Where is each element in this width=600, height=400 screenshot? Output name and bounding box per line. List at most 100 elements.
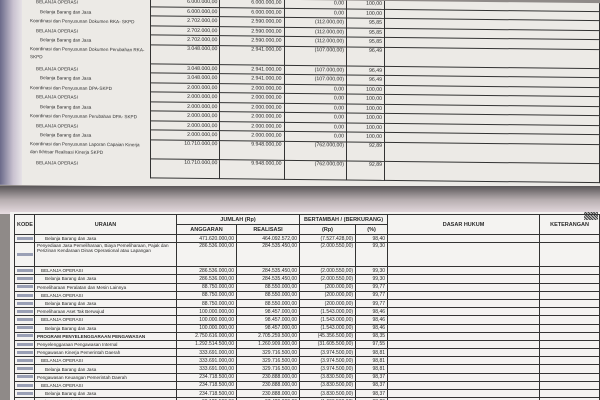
dasar-hukum-cell (387, 298, 541, 309)
row-label: Belanja Barang dan Jasa (40, 75, 92, 81)
percent-cell: 98,40 (355, 233, 389, 244)
anggaran-cell: 100.000.000,00 (176, 315, 237, 325)
code-text (17, 277, 33, 281)
table-row: Reviu Laporan Kinerja99.125.500,0097.429… (14, 397, 600, 400)
empty-cell (384, 46, 600, 69)
header-uraian: URAIAN (34, 214, 177, 235)
kode-cell (14, 282, 35, 292)
uraian-cell: Penyelenggaraan Pengawasan Internal (34, 339, 177, 350)
header-realisasi: REALISASI (235, 224, 301, 235)
row-label: Koordinasi dan Penyusunan Dokumen RKA- S… (30, 18, 135, 25)
table-row: BELANJA OPERASI 88.750.000,00 88.550.000,0… (14, 290, 600, 300)
dasar-hukum-cell (387, 307, 541, 317)
realisasi-cell: 88.550.000,00 (235, 298, 301, 309)
difference-cell: (7.527.428,00) (299, 233, 357, 244)
anggaran-cell: 234.718.500,00 (176, 388, 237, 399)
anggaran-cell: 286.536.000,00 (176, 274, 237, 284)
percent-cell: 99,30 (355, 242, 389, 268)
difference-cell: (1.543.000,00) (299, 323, 357, 333)
keterangan-cell (539, 380, 600, 391)
table-row: Belanja Barang dan Jasa 88.750.000,00 88.5… (14, 298, 600, 309)
dasar-hukum-cell (387, 339, 541, 350)
code-text (17, 318, 33, 322)
uraian-cell: Belanja Barang dan Jasa (34, 298, 177, 309)
realisasi-cell: 329.716.500,00 (235, 364, 301, 374)
percent-cell: 100,00 (346, 122, 385, 133)
uraian-cell: Penyediaan Jasa Pemeliharaan, Biaya Peme… (34, 242, 177, 268)
page-gap (0, 186, 600, 214)
kode-cell (14, 388, 35, 399)
bottom-document-page: KODE URAIAN JUMLAH (Rp) BERTAMBAH / (BER… (10, 212, 600, 400)
dasar-hukum-cell (387, 331, 541, 341)
percent-cell: 97,55 (355, 339, 389, 350)
percent-cell: 98,81 (355, 364, 389, 374)
difference-cell: (200.000,00) (299, 298, 357, 309)
realisasi-cell: 98.457.000,00 (235, 323, 301, 333)
table-row: Belanja Barang dan Jasa 471.620.000,00 464… (14, 233, 600, 244)
difference-cell: (31.605.500,00) (299, 339, 357, 350)
percent-cell: 100,00 (346, 131, 385, 142)
keterangan-cell (539, 298, 600, 309)
keterangan-cell (539, 339, 600, 350)
dasar-hukum-cell (387, 348, 541, 358)
percent-cell: 100,00 (346, 8, 385, 19)
keterangan-cell (539, 348, 600, 358)
difference-cell: (200.000,00) (299, 282, 357, 292)
code-text (17, 334, 33, 338)
kode-cell (14, 307, 35, 317)
difference-cell: (762.000,00) (284, 159, 347, 180)
uraian-cell: BELANJA OPERASI (34, 315, 177, 325)
header-rp: (Rp) (299, 224, 357, 235)
difference-cell: (3.974.500,00) (299, 348, 357, 358)
code-text (17, 268, 33, 272)
kode-cell (14, 339, 35, 350)
percent-cell: 100,00 (346, 112, 385, 123)
code-text (17, 326, 33, 330)
anggaran-cell: 286.536.000,00 (176, 266, 237, 276)
uraian-cell: Belanja Barang dan Jasa (34, 274, 177, 284)
percent-cell: 96,49 (346, 74, 385, 85)
difference-cell: (762.000,00) (284, 140, 347, 161)
table-row: Belanja Barang dan Jasa 333.691.000,00 329… (14, 364, 600, 374)
anggaran-cell: 1.292.514.500,00 (176, 339, 237, 350)
anggaran-cell: 286.536.000,00 (176, 242, 237, 268)
anggaran-cell: 10.710.000,00 (150, 158, 220, 179)
keterangan-cell (539, 364, 600, 374)
dasar-hukum-cell (387, 388, 541, 399)
realisasi-cell: 2.941.000,00 (219, 45, 284, 65)
realisasi-cell: 9.948.000,00 (219, 159, 284, 179)
difference-cell: (3.974.500,00) (299, 356, 357, 366)
keterangan-cell (539, 274, 600, 284)
code-text (17, 301, 33, 305)
difference-cell: (200.000,00) (299, 290, 357, 300)
uraian-cell: BELANJA OPERASI (34, 356, 177, 366)
table-row: BELANJA OPERASI 286.536.000,00 284.535.450… (14, 266, 600, 276)
difference-cell: (3.830.500,00) (299, 388, 357, 399)
dasar-hukum-cell (387, 282, 541, 292)
realisasi-cell: 230.888.000,00 (235, 388, 301, 399)
table-row: Pemeliharaan Peralatan dan Mesin Lainnya… (14, 282, 600, 292)
uraian-cell: PROGRAM PENYELENGGARAAN PENGAWASAN (34, 331, 177, 341)
percent-cell: 99,77 (355, 282, 389, 292)
percent-cell: 99,30 (355, 266, 389, 276)
table-row: Belanja Barang dan Jasa 234.718.500,00 230… (14, 388, 600, 399)
realisasi-cell: 329.716.500,00 (235, 356, 301, 366)
row-label: Koordinasi dan Penyusunan Perubahan DPA-… (30, 113, 137, 120)
percent-cell: 95,85 (346, 36, 385, 47)
realisasi-cell: 98.457.000,00 (235, 307, 301, 317)
percent-cell: 99,77 (355, 298, 389, 309)
dasar-hukum-cell (387, 290, 541, 300)
percent-cell: 98,37 (355, 372, 389, 382)
uraian-cell: Pengawasan Keuangan Pemerintah Daerah (34, 372, 177, 382)
code-text (17, 293, 33, 297)
percent-cell: 96,49 (346, 65, 385, 76)
budget-realization-table: KODE URAIAN JUMLAH (Rp) BERTAMBAH / (BER… (14, 214, 600, 400)
difference-cell: (3.830.500,00) (299, 380, 357, 391)
code-text (17, 359, 33, 363)
table-row: BELANJA OPERASI 100.000.000,00 98.457.000,… (14, 315, 600, 325)
empty-cell (384, 160, 600, 183)
code-text (17, 350, 33, 354)
table-row: BELANJA OPERASI 333.691.000,00 329.716.500… (14, 356, 600, 366)
percent-cell: 98,35 (355, 331, 389, 341)
table-row: Pemeliharaan Aset Tak Berwujud 100.000.00… (14, 307, 600, 317)
